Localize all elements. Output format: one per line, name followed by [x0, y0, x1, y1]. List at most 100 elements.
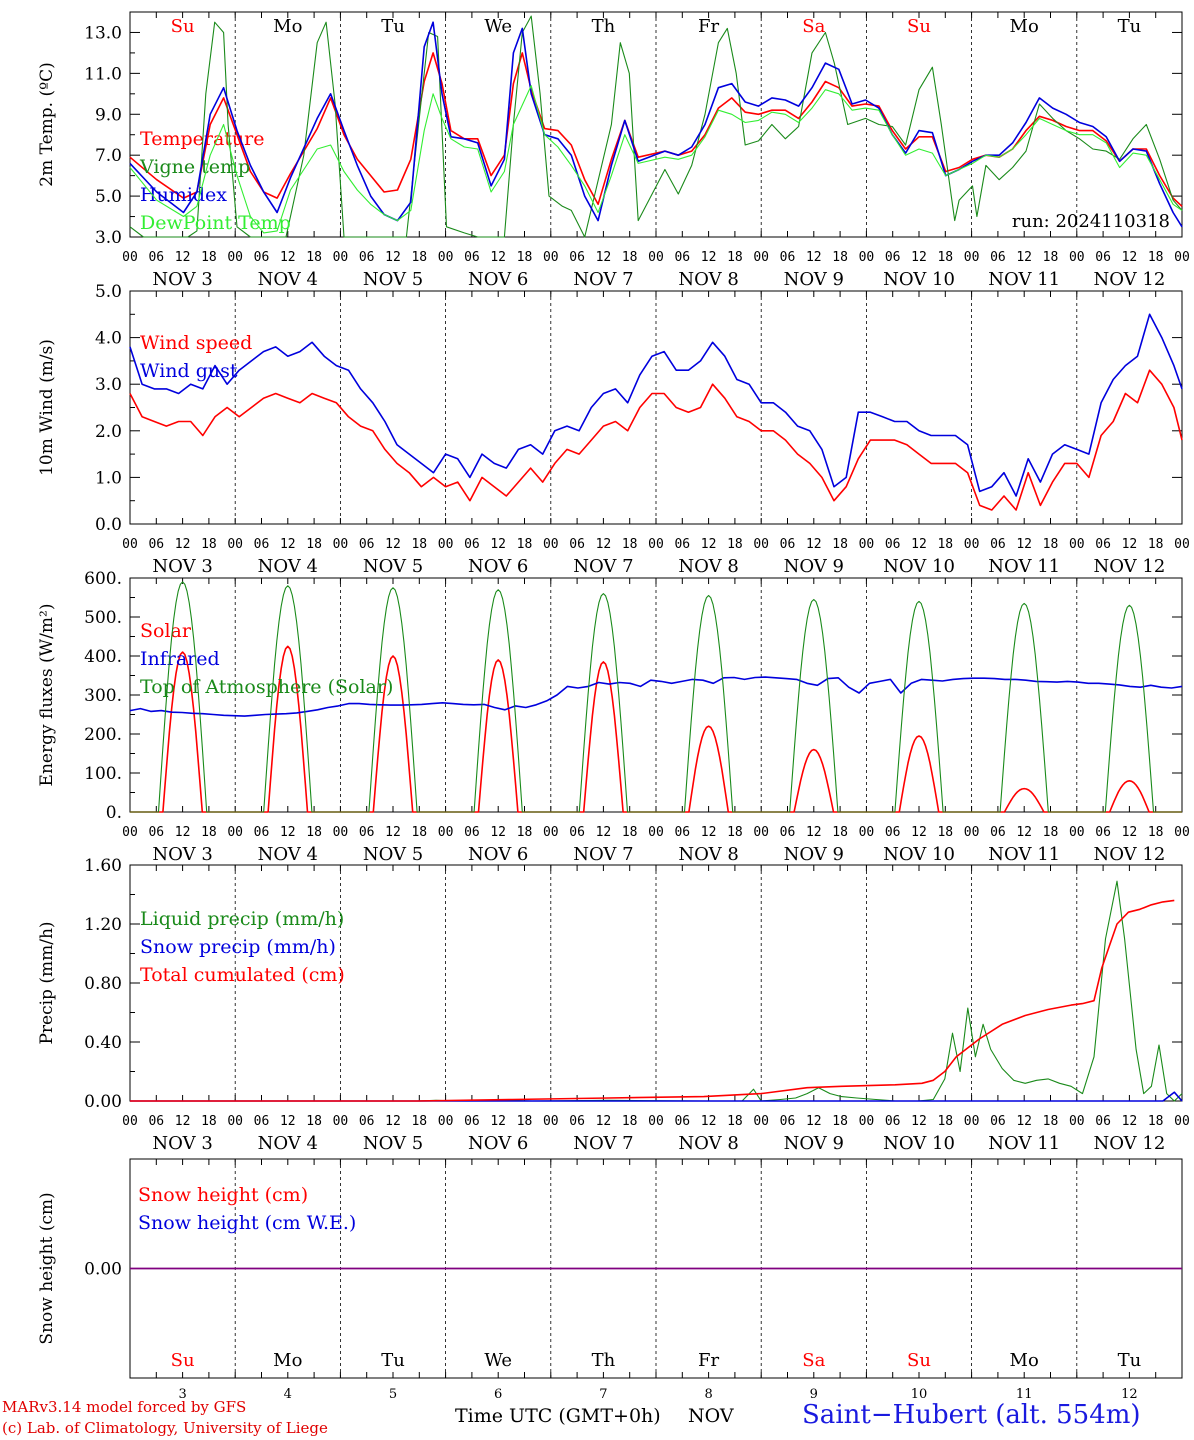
- legend-entry: Infrared: [140, 648, 220, 670]
- x-hour-label: 18: [727, 250, 743, 265]
- x-hour-label: 12: [596, 537, 612, 552]
- x-hour-label: 12: [175, 1114, 191, 1129]
- day-number-label: 11: [1016, 1387, 1033, 1402]
- x-hour-label: 12: [701, 825, 717, 840]
- x-hour-label: 00: [227, 825, 243, 840]
- y-axis-label: Precip (mm/h): [37, 921, 57, 1044]
- legend-entry: Humidex: [140, 184, 227, 206]
- x-hour-label: 00: [859, 1114, 875, 1129]
- x-hour-label: 00: [648, 250, 664, 265]
- y-tick-label: 200.: [84, 725, 122, 745]
- x-hour-label: 06: [148, 250, 164, 265]
- series-line-top-of-atmosphere-solar-: [130, 581, 1182, 813]
- x-date-label: NOV 9: [784, 844, 844, 865]
- legend-entry: Wind speed: [140, 332, 252, 354]
- series-line-total-cumulated-cm-: [130, 899, 1175, 1102]
- y-tick-label: 0.0: [95, 515, 122, 535]
- x-hour-label: 18: [517, 1114, 533, 1129]
- x-hour-label: 00: [964, 537, 980, 552]
- x-hour-label: 06: [990, 537, 1006, 552]
- x-hour-label: 00: [859, 825, 875, 840]
- x-hour-label: 00: [122, 250, 138, 265]
- day-number-label: 9: [810, 1387, 818, 1402]
- x-hour-label: 06: [780, 250, 796, 265]
- x-hour-label: 12: [701, 1114, 717, 1129]
- x-hour-label: 12: [490, 537, 506, 552]
- x-hour-label: 18: [832, 250, 848, 265]
- x-date-label: NOV 12: [1093, 1133, 1165, 1154]
- weekday-label: Su: [907, 1350, 931, 1371]
- x-hour-label: 00: [1174, 1114, 1190, 1129]
- x-hour-label: 06: [148, 825, 164, 840]
- y-tick-label: 7.0: [95, 146, 122, 166]
- x-hour-label: 18: [201, 250, 217, 265]
- x-date-label: NOV 11: [988, 844, 1060, 865]
- x-hour-label: 06: [674, 250, 690, 265]
- x-hour-label: 00: [859, 537, 875, 552]
- x-hour-label: 00: [543, 1114, 559, 1129]
- y-axis-label: 2m Temp. (ºC): [37, 62, 57, 187]
- x-hour-label: 12: [911, 1114, 927, 1129]
- x-date-label: NOV 6: [468, 269, 528, 290]
- weekday-label: Tu: [381, 16, 405, 37]
- x-hour-label: 12: [385, 537, 401, 552]
- x-hour-label: 00: [1174, 537, 1190, 552]
- x-hour-label: 00: [122, 537, 138, 552]
- x-date-label: NOV 3: [152, 844, 212, 865]
- day-number-label: 3: [178, 1387, 186, 1402]
- x-hour-label: 18: [411, 250, 427, 265]
- y-tick-label: 400.: [84, 647, 122, 667]
- x-date-label: NOV 9: [784, 1133, 844, 1154]
- x-date-label: NOV 4: [258, 844, 318, 865]
- x-hour-label: 18: [306, 1114, 322, 1129]
- x-hour-label: 00: [333, 1114, 349, 1129]
- x-date-label: NOV 5: [363, 1133, 423, 1154]
- x-hour-label: 00: [753, 537, 769, 552]
- x-hour-label: 06: [254, 1114, 270, 1129]
- weekday-label: We: [484, 1350, 512, 1371]
- x-hour-label: 18: [832, 825, 848, 840]
- x-hour-label: 00: [964, 825, 980, 840]
- x-hour-label: 12: [280, 250, 296, 265]
- x-hour-label: 18: [622, 537, 638, 552]
- y-tick-label: 100.: [84, 764, 122, 784]
- x-hour-label: 18: [1148, 825, 1164, 840]
- x-hour-label: 18: [306, 825, 322, 840]
- x-hour-label: 12: [596, 1114, 612, 1129]
- x-hour-label: 12: [1122, 250, 1138, 265]
- x-hour-label: 00: [122, 825, 138, 840]
- x-hour-label: 06: [254, 825, 270, 840]
- y-tick-label: 13.0: [84, 23, 122, 43]
- x-hour-label: 06: [464, 537, 480, 552]
- x-hour-label: 00: [1069, 825, 1085, 840]
- legend-entry: Liquid precip (mm/h): [140, 908, 344, 930]
- weekday-label: We: [484, 16, 512, 37]
- x-hour-label: 12: [1122, 537, 1138, 552]
- x-hour-label: 12: [490, 250, 506, 265]
- x-hour-label: 06: [148, 537, 164, 552]
- x-date-label: NOV 8: [678, 269, 738, 290]
- x-date-label: NOV 4: [258, 1133, 318, 1154]
- x-hour-label: 00: [122, 1114, 138, 1129]
- x-hour-label: 06: [990, 1114, 1006, 1129]
- x-hour-label: 12: [1016, 1114, 1032, 1129]
- x-date-label: NOV 11: [988, 269, 1060, 290]
- x-hour-label: 18: [1148, 1114, 1164, 1129]
- x-hour-label: 12: [175, 537, 191, 552]
- weekday-label: Fr: [698, 1350, 719, 1371]
- x-hour-label: 18: [411, 537, 427, 552]
- x-hour-label: 06: [780, 825, 796, 840]
- x-hour-label: 12: [1122, 825, 1138, 840]
- x-hour-label: 18: [937, 537, 953, 552]
- x-hour-label: 12: [385, 1114, 401, 1129]
- x-date-label: NOV 11: [988, 556, 1060, 577]
- x-hour-label: 18: [937, 250, 953, 265]
- x-date-label: NOV 12: [1093, 844, 1165, 865]
- legend-entry: Temperature: [140, 128, 264, 150]
- x-date-label: NOV 11: [988, 1133, 1060, 1154]
- x-hour-label: 18: [1043, 537, 1059, 552]
- x-hour-label: 18: [727, 825, 743, 840]
- weekday-label: Tu: [1118, 1350, 1142, 1371]
- y-tick-label: 2.0: [95, 422, 122, 442]
- y-tick-label: 9.0: [95, 105, 122, 125]
